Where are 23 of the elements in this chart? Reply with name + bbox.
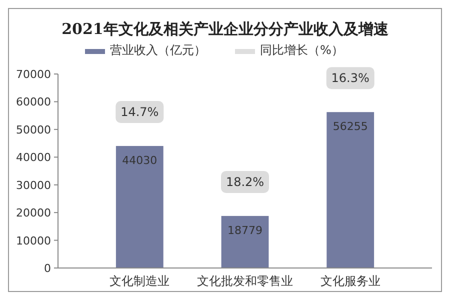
annotation: 14.7% [120,104,159,119]
bar [326,112,374,268]
data-label: 44030 [122,154,158,167]
y-tick-label: 50000 [16,123,51,136]
chart-title: 2021年文化及相关产业企业分分产业收入及增速 [62,20,390,38]
annotation: 16.3% [331,71,370,86]
x-tick-label: 文化制造业 [110,274,170,288]
bar [221,216,269,268]
y-tick-label: 40000 [16,151,51,164]
data-label: 56255 [332,120,368,134]
data-label: 18779 [228,224,262,237]
bar [116,146,164,268]
y-tick-label: 30000 [16,178,51,192]
x-tick-label: 文化批发和零售业 [197,274,293,288]
y-tick-label: 70000 [16,68,51,81]
legend-label: 营业收入（亿元） [110,43,206,57]
y-tick-label: 60000 [16,96,51,109]
y-tick-label: 10000 [16,234,51,248]
y-tick-label: 0 [44,262,51,275]
y-tick-label: 20000 [16,206,51,220]
annotation: 18.2% [226,174,264,189]
x-tick-label: 文化服务业 [320,274,380,288]
legend-label: 同比增长（%） [260,43,344,57]
